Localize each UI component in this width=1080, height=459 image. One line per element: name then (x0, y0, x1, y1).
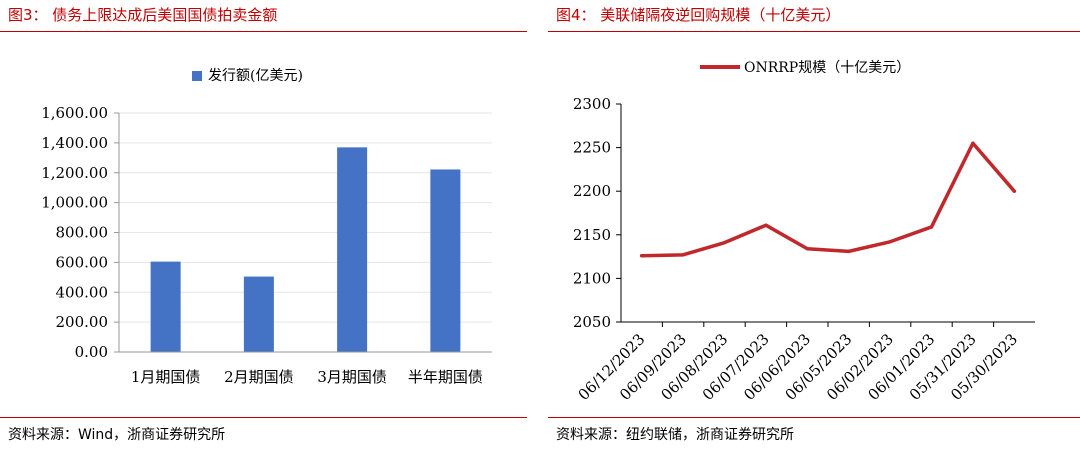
left-x-tick-label: 1月期国债 (131, 368, 201, 386)
right-title-rule (548, 31, 1080, 32)
right-data-point (640, 254, 644, 258)
right-data-point (929, 225, 934, 229)
right-data-point (805, 247, 809, 251)
left-x-tick-label: 2月期国债 (224, 368, 294, 386)
right-source-rule (548, 417, 1080, 418)
left-figure-panel: 图3： 债务上限达成后美国国债拍卖金额 0.00 200.00 400.00 600.… (0, 0, 527, 459)
right-figure-title: 图4： 美联储隔夜逆回购规模（十亿美元） (556, 6, 841, 24)
right-data-point (764, 223, 768, 227)
left-y-tick-label: 0.00 (75, 343, 108, 361)
left-bar (337, 147, 368, 352)
right-data-point (888, 240, 892, 244)
left-bar (243, 276, 274, 352)
left-bar-chart: 0.00 200.00 400.00 600.00 800.00 1,000.00 1,20… (41, 68, 492, 386)
left-bar (150, 261, 181, 352)
left-y-tick-label: 1,400.00 (41, 134, 108, 152)
right-data-point (971, 141, 975, 145)
left-y-tick-label: 1,000.00 (41, 194, 108, 212)
right-y-tick-label: 2050 (573, 313, 611, 331)
right-y-tick-label: 2250 (573, 139, 611, 157)
right-y-tick-label: 2200 (573, 182, 611, 200)
left-x-tick-label: 3月期国债 (317, 368, 387, 386)
left-legend-label: 发行额(亿美元) (208, 68, 303, 84)
left-y-tick-label: 800.00 (56, 224, 109, 242)
left-bar (430, 169, 461, 352)
right-data-point (681, 253, 685, 257)
left-source-rule (0, 417, 527, 418)
right-y-tick-label: 2100 (573, 269, 611, 287)
left-source-note: 资料来源：Wind，浙商证券研究所 (8, 427, 226, 443)
right-data-point (722, 241, 727, 245)
right-y-tick-label: 2150 (573, 226, 611, 244)
right-legend-label: ONRRP规模（十亿美元） (744, 60, 910, 76)
left-title-rule (0, 31, 527, 32)
left-x-tick-label: 半年期国债 (408, 368, 483, 386)
right-data-point (847, 249, 851, 253)
right-series-line (639, 141, 1017, 258)
left-figure-title: 图3： 债务上限达成后美国国债拍卖金额 (8, 6, 278, 24)
left-legend-swatch (192, 71, 202, 81)
left-y-tick-label: 1,200.00 (41, 164, 108, 182)
right-y-tick-label: 2300 (573, 95, 611, 113)
right-figure-panel: 图4： 美联储隔夜逆回购规模（十亿美元） 2050 2100 2150 2200 225… (548, 0, 1080, 459)
left-y-tick-label: 400.00 (56, 283, 109, 301)
right-data-point (1012, 189, 1016, 193)
left-y-tick-label: 600.00 (56, 253, 109, 271)
right-source-note: 资料来源：纽约联储，浙商证券研究所 (556, 427, 794, 443)
left-y-tick-label: 1,600.00 (41, 104, 108, 122)
left-y-tick-label: 200.00 (56, 313, 109, 331)
